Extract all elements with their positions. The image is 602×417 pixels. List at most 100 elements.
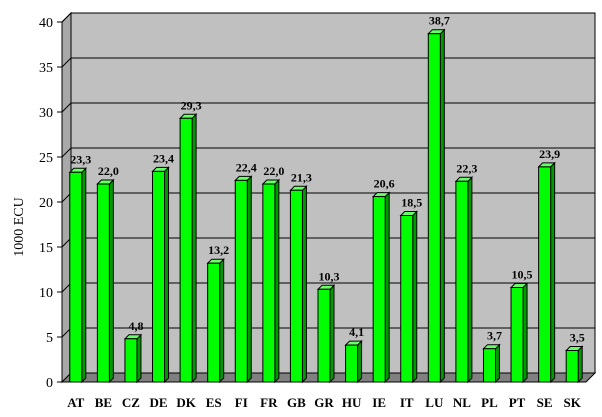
y-axis-label: 1000 ECU bbox=[12, 197, 27, 257]
bar bbox=[482, 348, 496, 383]
bar bbox=[124, 338, 138, 383]
data-label: 18,5 bbox=[401, 196, 422, 210]
y-tick-label: 40 bbox=[39, 16, 53, 31]
gridline-side bbox=[61, 102, 72, 113]
data-labels: 23,3 22,0 4,8 23,4 29,3 13,2 22,4 22,0 21,3 10,3 4… bbox=[70, 14, 584, 345]
bar-de bbox=[151, 166, 170, 384]
y-tick-label: 20 bbox=[39, 196, 53, 211]
gridline-side bbox=[61, 12, 72, 23]
bar bbox=[262, 183, 276, 383]
bar bbox=[455, 180, 469, 383]
bar-side bbox=[274, 178, 280, 384]
bar-gr bbox=[316, 284, 336, 384]
bar bbox=[345, 344, 359, 383]
y-tick-label: 10 bbox=[39, 286, 53, 301]
bar bbox=[372, 196, 386, 383]
bar-pl bbox=[482, 343, 501, 384]
bar-gb bbox=[289, 185, 308, 384]
bar-it bbox=[399, 210, 418, 384]
data-label: 20,6 bbox=[374, 177, 395, 191]
x-tick-label: ES bbox=[206, 395, 222, 410]
bar-side bbox=[357, 339, 363, 384]
data-label: 4,8 bbox=[128, 319, 143, 333]
bar bbox=[179, 117, 193, 383]
bars bbox=[68, 28, 584, 384]
bar bbox=[538, 166, 552, 383]
x-tick-label: LU bbox=[425, 395, 444, 410]
bar bbox=[400, 215, 414, 383]
bar-side bbox=[136, 333, 142, 384]
bar-side bbox=[384, 191, 390, 384]
data-label: 29,3 bbox=[181, 98, 202, 112]
bar-sk bbox=[565, 345, 584, 384]
data-label: 22,0 bbox=[98, 164, 119, 178]
bar bbox=[565, 350, 579, 383]
y-tick-label: 5 bbox=[46, 331, 53, 346]
data-label: 23,9 bbox=[539, 147, 560, 161]
data-label: 10,5 bbox=[512, 268, 533, 282]
x-tick-label: PL bbox=[481, 395, 498, 410]
data-label: 22,0 bbox=[263, 164, 284, 178]
data-label: 22,3 bbox=[456, 161, 477, 175]
bar-lu bbox=[427, 28, 446, 384]
bar bbox=[317, 288, 331, 383]
bar-hu bbox=[344, 339, 363, 384]
bar bbox=[510, 287, 524, 383]
data-label: 4,1 bbox=[349, 325, 364, 339]
bar bbox=[96, 183, 110, 383]
x-tick-label: CZ bbox=[122, 395, 140, 410]
bar bbox=[234, 179, 248, 383]
x-tick-labels: AT BE CZ DE DK ES FI FR GB GR HU IE IT LU NL PL PT SE SK bbox=[67, 395, 582, 410]
x-tick-label: GR bbox=[314, 395, 334, 410]
bar bbox=[69, 171, 83, 383]
data-label: 38,7 bbox=[429, 14, 450, 28]
bar-side bbox=[81, 167, 87, 384]
x-tick-label: FI bbox=[235, 395, 248, 410]
bar bbox=[207, 262, 221, 383]
x-tick-label: DK bbox=[176, 395, 196, 410]
bar-side bbox=[522, 282, 528, 384]
bar-fi bbox=[234, 175, 253, 384]
x-tick-label: AT bbox=[67, 395, 84, 410]
bar-se bbox=[537, 161, 556, 384]
data-label: 3,5 bbox=[570, 331, 585, 345]
bar-side bbox=[301, 185, 307, 384]
bar-pt bbox=[509, 282, 529, 384]
bar bbox=[152, 170, 166, 383]
x-tick-label: IE bbox=[372, 395, 386, 410]
bar-side bbox=[494, 343, 500, 384]
x-tick-label: HU bbox=[342, 395, 362, 410]
bar-side bbox=[246, 175, 252, 384]
bar-at bbox=[68, 167, 87, 384]
x-tick-label: BE bbox=[95, 395, 112, 410]
bar bbox=[427, 33, 441, 383]
bar bbox=[289, 189, 303, 383]
x-tick-label: NL bbox=[453, 395, 471, 410]
y-tick-label: 30 bbox=[39, 106, 53, 121]
bar-side bbox=[550, 161, 556, 384]
data-label: 10,3 bbox=[319, 269, 340, 283]
x-tick-label: PT bbox=[509, 395, 526, 410]
data-label: 22,4 bbox=[236, 160, 257, 174]
data-label: 23,4 bbox=[153, 151, 174, 165]
data-label: 13,2 bbox=[208, 243, 229, 257]
x-tick-label: SE bbox=[537, 395, 553, 410]
y-tick-label: 0 bbox=[46, 376, 53, 391]
y-tick-label: 25 bbox=[39, 151, 53, 166]
bar-side bbox=[577, 345, 583, 384]
y-tick-label: 15 bbox=[39, 241, 53, 256]
bar-fr bbox=[261, 178, 281, 384]
x-tick-label: SK bbox=[564, 395, 582, 410]
bar-be bbox=[96, 178, 115, 384]
y-tick-label: 35 bbox=[39, 61, 53, 76]
bar-nl bbox=[454, 176, 474, 384]
x-tick-label: DE bbox=[149, 395, 167, 410]
bar-cz bbox=[123, 333, 143, 384]
bar-side bbox=[108, 178, 114, 384]
bar-side bbox=[329, 284, 335, 384]
bar-dk bbox=[178, 113, 198, 384]
y-tick-labels: 0 5 10 15 20 25 30 35 40 bbox=[39, 16, 53, 391]
bar-side bbox=[439, 28, 445, 384]
bar-es bbox=[206, 257, 225, 384]
